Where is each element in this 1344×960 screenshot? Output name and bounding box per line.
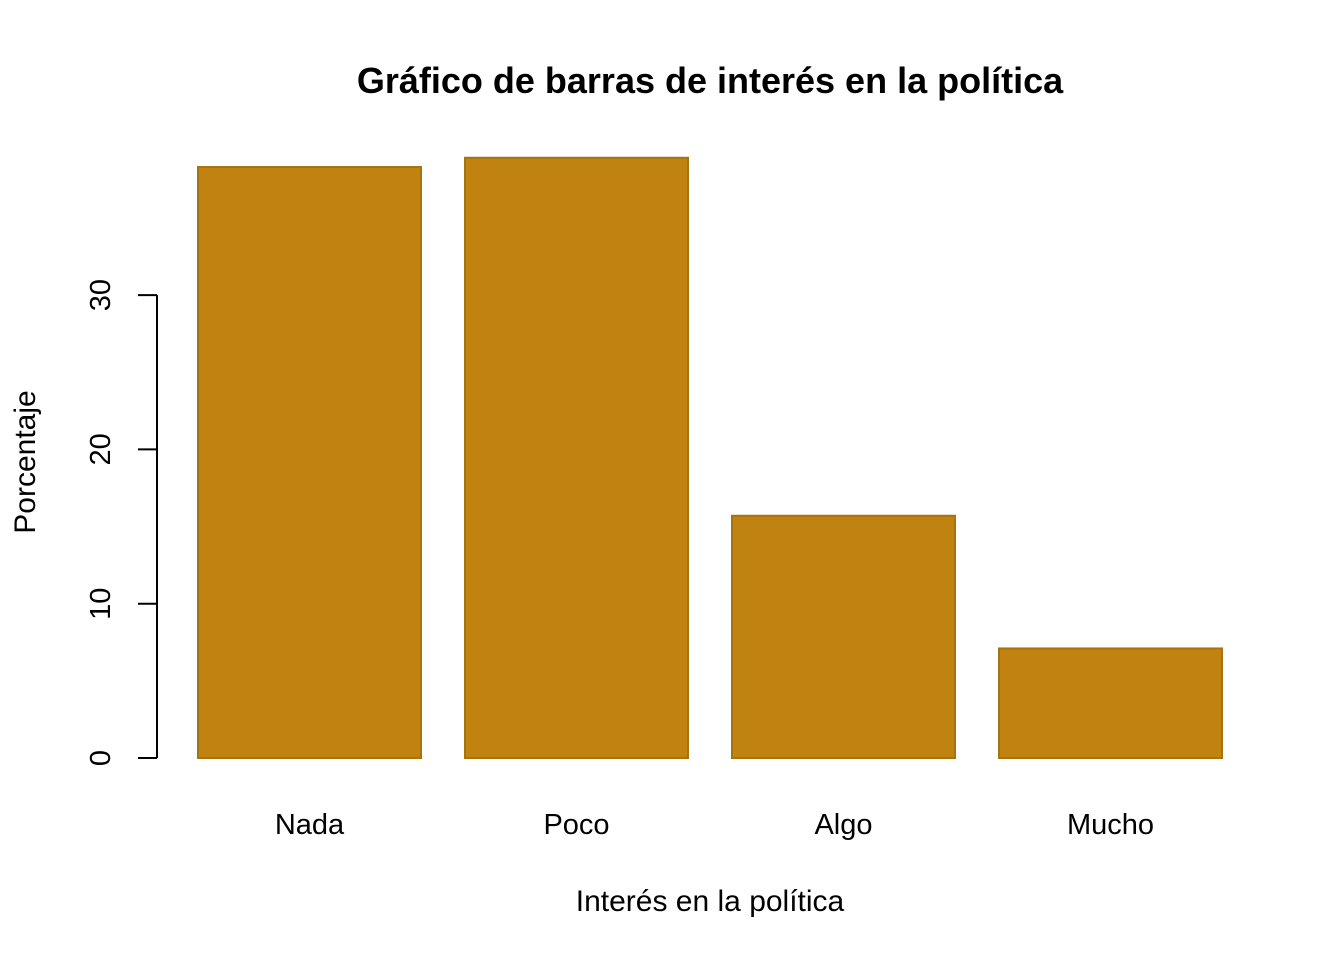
x-tick-label: Nada xyxy=(275,809,345,841)
x-category-labels: Nada Poco Algo Mucho xyxy=(275,809,1154,841)
x-tick-label: Mucho xyxy=(1067,809,1154,841)
bar-nada xyxy=(197,166,422,759)
chart-title: Gráfico de barras de interés en la polít… xyxy=(357,60,1064,101)
y-tick-label: 30 xyxy=(85,279,117,311)
x-tick-label: Poco xyxy=(543,809,609,841)
y-tick-label: 10 xyxy=(85,588,117,620)
x-tick-label: Algo xyxy=(814,809,872,841)
bar-mucho xyxy=(998,647,1223,760)
bars-group xyxy=(197,156,1223,760)
bar-poco xyxy=(464,156,689,759)
y-tick-label: 0 xyxy=(85,750,117,766)
bar-algo xyxy=(731,514,956,760)
y-axis: 0 10 20 30 xyxy=(85,279,158,766)
x-axis-label: Interés en la política xyxy=(576,885,845,918)
y-tick-label: 20 xyxy=(85,433,117,465)
y-axis-label: Porcentaje xyxy=(9,390,42,533)
